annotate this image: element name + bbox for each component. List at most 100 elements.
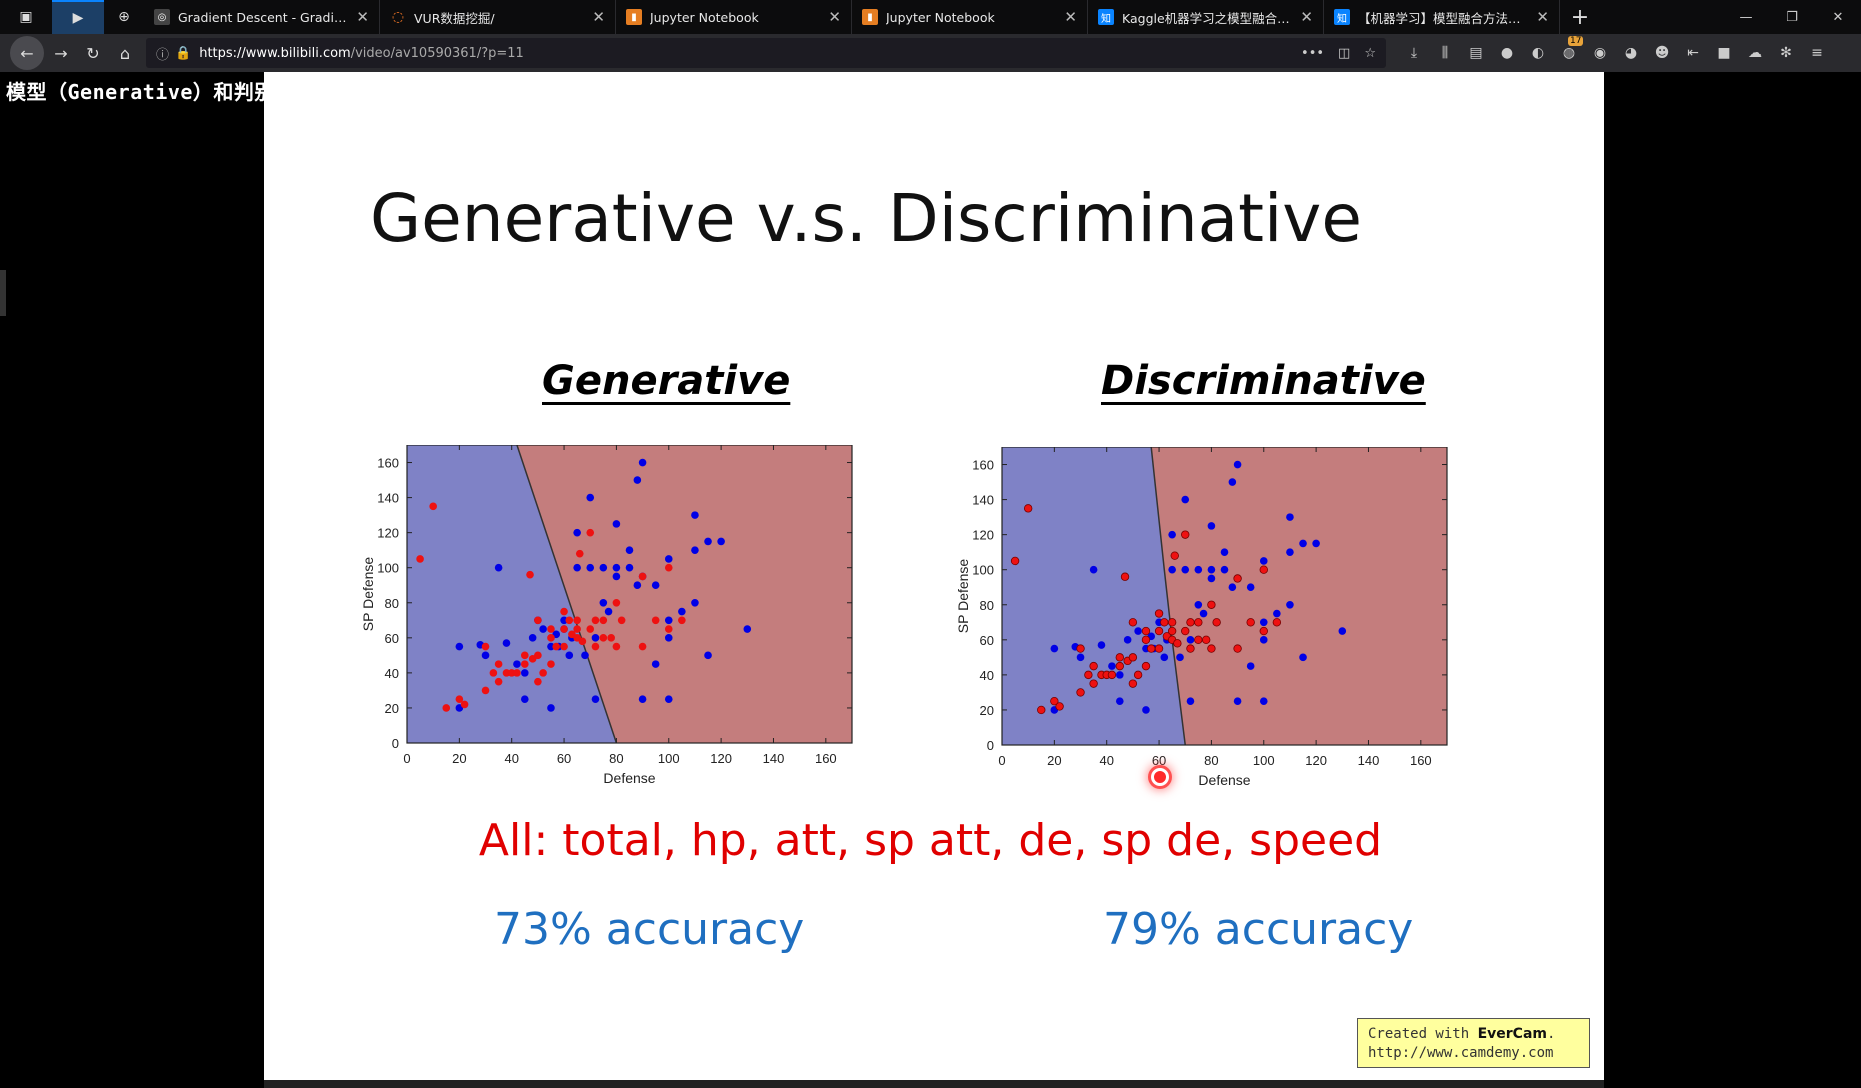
y-tick-label: 0 (392, 736, 399, 751)
data-point-red (1128, 618, 1138, 627)
media-tab-icon[interactable]: ▶ (52, 0, 104, 34)
bookmark-star-icon[interactable]: ☆ (1364, 45, 1376, 61)
pocket-icon[interactable]: ◫ (1338, 45, 1351, 61)
tab-jupyter-1[interactable]: ▮ Jupyter Notebook ✕ (616, 0, 852, 34)
extension-icon[interactable]: ✻ (1780, 45, 1792, 61)
close-window-icon[interactable]: ✕ (1832, 9, 1844, 25)
y-tick-label: 160 (972, 458, 994, 473)
tab-vur[interactable]: ◌ VUR数据挖掘/ ✕ (380, 0, 616, 34)
side-handle[interactable] (0, 270, 6, 316)
zhihu-icon: 知 (1098, 9, 1114, 25)
data-point-red (547, 660, 555, 668)
data-point-blue (691, 598, 699, 607)
data-point-red (1201, 635, 1211, 645)
data-point-blue (586, 493, 595, 502)
sidebar-icon[interactable]: ▤ (1469, 45, 1483, 61)
data-point-red (1194, 618, 1203, 627)
data-point-red (1233, 574, 1242, 583)
extension-icon[interactable]: ● (1500, 45, 1514, 61)
tab-model-fusion[interactable]: 知 【机器学习】模型融合方法概述 ✕ (1324, 0, 1560, 34)
data-point-red (1128, 679, 1138, 688)
close-icon[interactable]: ✕ (1300, 8, 1313, 26)
data-point-red (1259, 626, 1268, 636)
extension-icon[interactable]: ☻ (1654, 45, 1670, 61)
globe-icon[interactable]: ⊕ (118, 9, 130, 25)
data-point-red (1147, 644, 1156, 653)
data-point-blue (1286, 600, 1294, 609)
data-point-red (560, 625, 568, 633)
plot-frame (1001, 447, 1448, 746)
library-icon[interactable]: ⫼ (1441, 45, 1449, 61)
x-axis-label: Defense (1198, 772, 1250, 788)
data-point-red (520, 660, 529, 668)
extension-badge-icon[interactable]: ◍ (1560, 36, 1584, 61)
adblock-icon[interactable]: ■ (1717, 45, 1731, 61)
data-point-red (481, 642, 490, 651)
y-tick-label: 0 (987, 738, 994, 753)
restore-icon[interactable]: ❐ (1786, 9, 1798, 25)
data-point-red (1107, 670, 1117, 680)
extension-icon[interactable]: ◐ (1531, 45, 1545, 61)
data-point-blue (625, 563, 634, 572)
forward-button[interactable]: → (54, 43, 68, 63)
y-tick-label: 140 (972, 493, 994, 508)
minimize-icon[interactable]: — (1739, 9, 1753, 25)
data-point-blue (1186, 697, 1195, 705)
close-icon[interactable]: ✕ (1064, 8, 1077, 26)
lock-icon[interactable]: 🔒 (175, 45, 192, 61)
data-point-red (1272, 618, 1282, 627)
new-tab-button[interactable]: + (1570, 4, 1590, 30)
extension-icon[interactable]: ◉ (1593, 45, 1607, 61)
back-button[interactable]: ← (10, 36, 44, 70)
data-point-blue (638, 695, 647, 703)
extension-icon[interactable]: ⇤ (1687, 45, 1699, 61)
data-point-blue (651, 660, 660, 668)
data-point-red (513, 669, 521, 677)
data-point-blue (502, 639, 511, 647)
data-point-red (539, 669, 547, 677)
data-point-red (442, 704, 451, 712)
data-point-red (1170, 551, 1179, 560)
close-icon[interactable]: ✕ (828, 8, 841, 26)
nav-bar: ← → ↻ ⌂ ⓘ 🔒 https://www.bilibili.com/vid… (0, 34, 1861, 72)
data-point-blue (1181, 565, 1190, 574)
tab-gradient-descent[interactable]: ◎ Gradient Descent - Gradient Descen ✕ (144, 0, 380, 34)
close-icon[interactable]: ✕ (356, 8, 369, 26)
extension-icon[interactable]: ☁ (1748, 45, 1762, 61)
data-point-blue (560, 616, 568, 625)
x-tick-label: 120 (1305, 753, 1327, 768)
close-icon[interactable]: ✕ (592, 8, 605, 26)
extension-icon[interactable]: ◕ (1624, 45, 1638, 61)
data-point-red (586, 528, 595, 537)
x-tick-label: 20 (452, 751, 466, 766)
close-icon[interactable]: ✕ (1536, 8, 1549, 26)
app-menu-icon[interactable]: ▣ (19, 9, 33, 25)
more-icon[interactable]: ••• (1301, 45, 1325, 61)
home-button[interactable]: ⌂ (119, 43, 131, 63)
data-point-blue (1246, 662, 1255, 670)
data-point-red (1115, 653, 1124, 662)
data-point-red (1233, 644, 1242, 653)
data-point-blue (1286, 548, 1294, 556)
download-icon[interactable]: ⤓ (1410, 45, 1418, 61)
tab-jupyter-2[interactable]: ▮ Jupyter Notebook ✕ (852, 0, 1088, 34)
region-blue (407, 445, 617, 743)
url-bar[interactable]: ⓘ 🔒 https://www.bilibili.com/video/av105… (146, 38, 1386, 68)
video-progress-bar[interactable] (264, 1080, 1604, 1088)
x-tick-label: 100 (1253, 753, 1275, 768)
tab-kaggle[interactable]: 知 Kaggle机器学习之模型融合（st ✕ (1088, 0, 1324, 34)
x-axis-label: Defense (603, 770, 655, 786)
reload-button[interactable]: ↻ (86, 43, 100, 63)
url-host: https://www.bilibili.com (199, 45, 351, 61)
menu-icon[interactable]: ≡ (1811, 45, 1823, 61)
data-point-blue (528, 634, 537, 642)
data-point-red (1141, 661, 1151, 671)
evercam-watermark[interactable]: Created with EverCam. http://www.camdemy… (1357, 1018, 1590, 1068)
data-point-blue (1220, 565, 1229, 574)
data-point-blue (1207, 522, 1216, 530)
watermark-prefix: Created with (1368, 1026, 1478, 1042)
data-point-blue (1076, 653, 1085, 662)
data-point-blue (1115, 697, 1124, 705)
data-point-blue (1207, 565, 1216, 574)
info-icon[interactable]: ⓘ (156, 47, 170, 63)
